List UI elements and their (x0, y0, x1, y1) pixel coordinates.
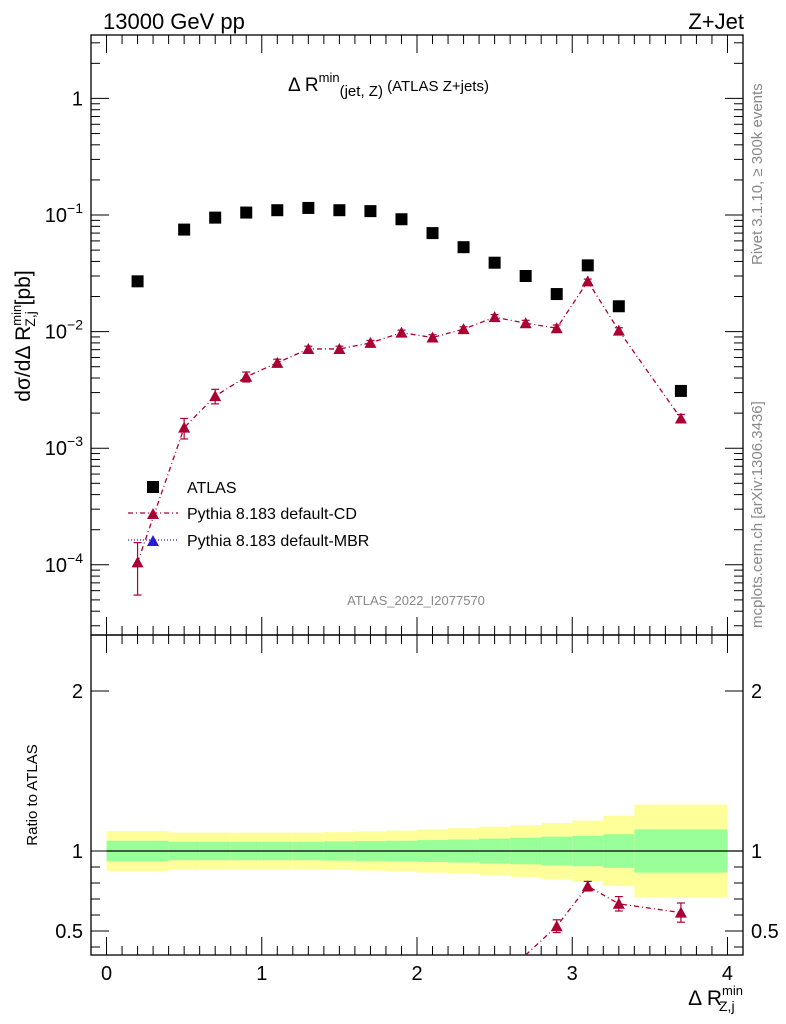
ratio-plot-data (525, 880, 687, 956)
x-tick-label: 1 (256, 963, 267, 985)
ratio-y-tick-label-right: 2 (751, 681, 762, 703)
legend-label-mbr: Pythia 8.183 default-MBR (187, 533, 369, 550)
header-right: Z+Jet (688, 9, 744, 34)
x-tick-label: 3 (567, 963, 578, 985)
pythia-cd-point (550, 322, 563, 334)
pythia-cd-point (333, 342, 346, 354)
x-tick-label: 2 (411, 963, 422, 985)
ratio-cd-point (612, 897, 625, 909)
atlas-point (178, 223, 191, 236)
x-tick-label: 0 (101, 963, 112, 985)
ratio-y-axis-label: Ratio to ATLAS (24, 744, 41, 845)
x-axis-label: Δ Rmin Z,j (688, 983, 743, 1014)
ratio-y-tick-label-right: 0.5 (751, 921, 779, 943)
ratio-y-tick-label-left: 1 (72, 841, 83, 863)
pythia-cd-point (209, 390, 222, 402)
legend-marker-mbr (147, 535, 159, 546)
ratio-y-tick-label-left: 0.5 (55, 921, 83, 943)
legend-marker-cd (147, 508, 159, 519)
pythia-cd-point (240, 370, 253, 382)
pythia-cd-point (519, 317, 532, 329)
ratio-cd-point (581, 880, 594, 892)
atlas-point (131, 275, 144, 288)
atlas-point (612, 300, 625, 313)
atlas-point (550, 288, 563, 301)
main-y-tick-label: 1 (72, 88, 83, 110)
ratio-y-tick-label-right: 1 (751, 841, 762, 863)
pythia-cd-point (364, 336, 377, 348)
analysis-id: ATLAS_2022_I2077570 (347, 593, 485, 608)
pythia-cd-point (581, 275, 594, 287)
legend-label-atlas: ATLAS (187, 480, 237, 497)
atlas-point (426, 227, 439, 240)
main-y-tick-label: 10−1 (45, 200, 83, 227)
atlas-point (240, 206, 253, 219)
atlas-point (395, 213, 408, 226)
atlas-point (333, 204, 346, 217)
atlas-point (364, 205, 377, 218)
atlas-point (581, 259, 594, 272)
main-y-axis-label: dσ/dΔ RminZ,j [pb] (9, 270, 38, 401)
atlas-point (271, 204, 284, 217)
legend-marker-atlas (147, 481, 159, 493)
rivet-note: Rivet 3.1.10, ≥ 300k events (749, 83, 766, 265)
pythia-cd-point (426, 331, 439, 343)
atlas-point (302, 201, 315, 214)
pythia-cd-point (178, 421, 191, 433)
pythia-cd-point (302, 342, 315, 354)
ratio-cd-point (674, 906, 687, 918)
pythia-cd-point (131, 556, 144, 568)
legend: ATLAS Pythia 8.183 default-CD Pythia 8.1… (128, 480, 369, 550)
atlas-point (209, 211, 222, 224)
ratio-plot-frame (90, 634, 744, 956)
main-plot-data (131, 201, 687, 596)
pythia-cd-point (612, 324, 625, 336)
header-left: 13000 GeV pp (103, 9, 245, 34)
x-tick-label: 4 (722, 963, 733, 985)
atlas-point (457, 241, 470, 254)
main-y-tick-label: 10−4 (45, 550, 83, 577)
pythia-cd-point (488, 311, 501, 323)
atlas-point (519, 269, 532, 282)
pythia-cd-point (271, 356, 284, 368)
atlas-point (674, 384, 687, 397)
ratio-y-tick-label-left: 2 (72, 681, 83, 703)
ratio-axis-ticks: 0.5 0.5 1 1 2 2 0 1 2 3 4 (55, 635, 779, 985)
atlas-point (488, 256, 501, 269)
main-y-tick-label: 10−3 (45, 433, 83, 460)
pythia-cd-point (395, 326, 408, 338)
main-axis-ticks: 1 10−1 10−2 10−3 10−4 (45, 35, 743, 635)
main-y-tick-label: 10−2 (45, 317, 83, 344)
ratio-cd-point (550, 920, 563, 932)
pythia-cd-point (457, 323, 470, 335)
pythia-cd-point (674, 412, 687, 424)
main-plot-title: Δ Rmin(jet, Z) (ATLAS Z+jets) (288, 70, 489, 100)
source-note: mcplots.cern.ch [arXiv:1306.3436] (749, 401, 766, 628)
legend-label-cd: Pythia 8.183 default-CD (187, 506, 357, 523)
